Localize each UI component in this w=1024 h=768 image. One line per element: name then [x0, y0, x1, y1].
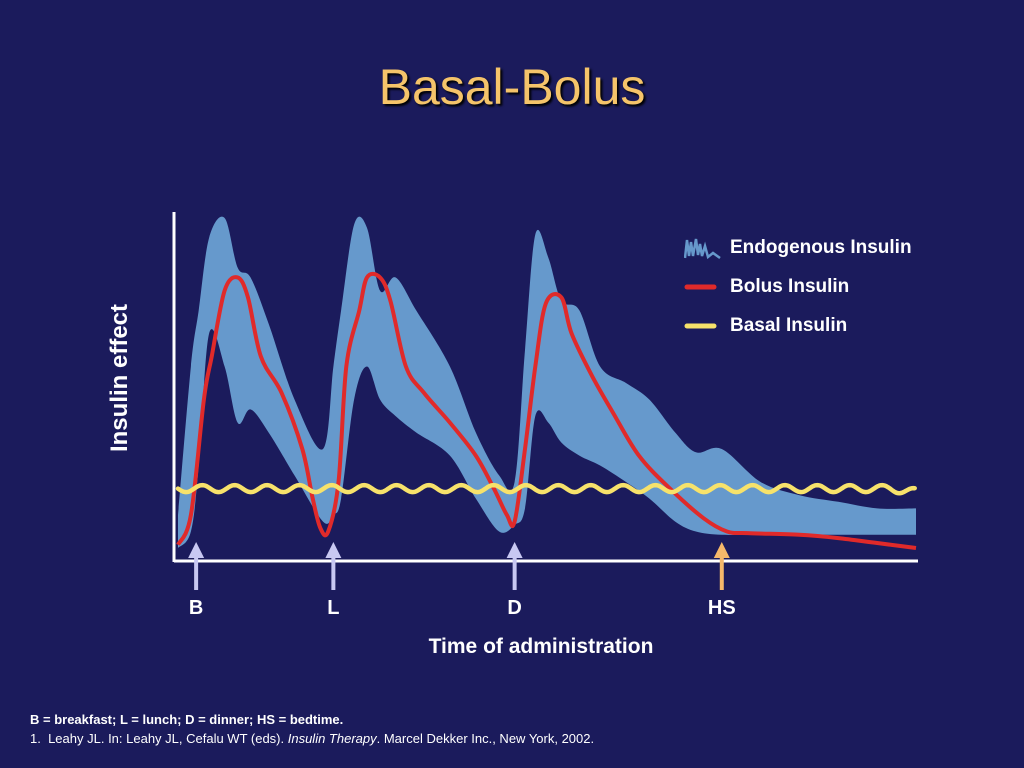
legend-label: Bolus Insulin — [730, 275, 850, 297]
marker-label-hs: HS — [707, 597, 736, 619]
basal-insulin-line — [175, 482, 917, 496]
arrow-layer — [188, 542, 730, 590]
footnote: B = breakfast; L = lunch; D = dinner; HS… — [30, 710, 594, 748]
marker-label-l: L — [327, 597, 340, 619]
spiky-band-icon — [684, 236, 722, 260]
meal-arrow-b — [188, 542, 205, 590]
x-axis-label: Time of administration — [428, 635, 654, 658]
legend-item-endogenous: Endogenous Insulin — [684, 228, 912, 267]
reference-publisher: . Marcel Dekker Inc., New York, 2002. — [376, 731, 595, 746]
meal-arrow-l — [325, 542, 342, 590]
y-axis-label: Insulin effect — [106, 303, 133, 453]
reference-book-title: Insulin Therapy — [287, 731, 377, 746]
bolus-line-layer — [176, 271, 917, 550]
legend-label: Basal Insulin — [730, 314, 848, 336]
bolus-insulin-line — [176, 271, 917, 550]
slide-title: Basal-Bolus — [378, 59, 646, 115]
reference-number: 1. — [30, 731, 41, 746]
red-line-icon — [684, 275, 722, 299]
basal-line-layer — [175, 482, 917, 496]
reference: 1. Leahy JL. In: Leahy JL, Cefalu WT (ed… — [30, 729, 594, 748]
legend-label: Endogenous Insulin — [730, 236, 912, 258]
marker-label-b: B — [188, 597, 204, 619]
legend: Endogenous Insulin Bolus Insulin Basal I… — [684, 228, 912, 345]
meal-arrow-hs — [713, 542, 730, 590]
meal-arrow-d — [506, 542, 523, 590]
reference-authors: Leahy JL. In: Leahy JL, Cefalu WT (eds). — [48, 731, 288, 746]
legend-item-basal: Basal Insulin — [684, 306, 912, 345]
legend-item-bolus: Bolus Insulin — [684, 267, 912, 306]
abbreviations-note: B = breakfast; L = lunch; D = dinner; HS… — [30, 712, 344, 727]
marker-label-d: D — [507, 597, 522, 619]
yellow-line-icon — [684, 314, 722, 338]
